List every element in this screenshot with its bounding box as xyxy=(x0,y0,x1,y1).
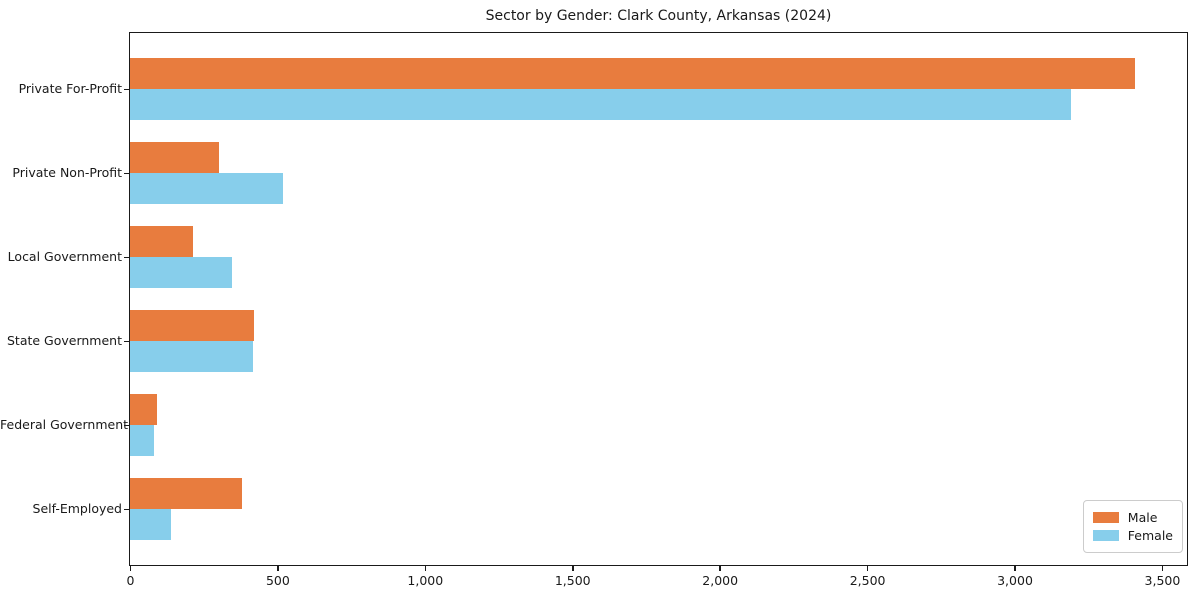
x-tick-label-1500: 1,500 xyxy=(554,572,591,588)
y-tick-label-local-government: Local Government xyxy=(7,249,122,264)
x-tick-mark xyxy=(424,565,427,571)
x-tick-label-1000: 1,000 xyxy=(407,572,444,588)
bar-male-federal-government xyxy=(130,394,157,425)
x-tick-mark xyxy=(719,565,721,571)
legend-swatch-male xyxy=(1092,512,1119,523)
y-tick-mark xyxy=(124,88,129,91)
y-tick-label-private-for-profit: Private For-Profit xyxy=(18,81,122,96)
x-tick-label-500: 500 xyxy=(265,572,290,588)
y-tick-mark xyxy=(124,424,129,427)
x-tick-label-0: 0 xyxy=(126,572,135,588)
bar-male-self-employed xyxy=(130,478,242,509)
bar-male-local-government xyxy=(130,226,194,257)
bar-female-self-employed xyxy=(130,509,172,540)
x-tick-label-3000: 3,000 xyxy=(997,572,1033,588)
x-tick-mark xyxy=(129,565,132,571)
bar-male-private-for-profit xyxy=(130,58,1136,89)
bar-female-private-for-profit xyxy=(130,89,1071,120)
y-tick-label-federal-government: Federal Government xyxy=(0,417,129,432)
x-tick-mark xyxy=(866,565,869,571)
x-tick-label-2000: 2,000 xyxy=(702,572,739,588)
y-tick-mark xyxy=(124,340,129,343)
bar-male-state-government xyxy=(130,310,254,341)
bar-female-state-government xyxy=(130,341,254,372)
legend-swatch-female xyxy=(1092,530,1119,541)
legend-item-male: Male xyxy=(1092,510,1173,525)
legend-label-female: Female xyxy=(1127,528,1173,543)
bar-female-private-non-profit xyxy=(130,173,284,204)
bar-female-federal-government xyxy=(130,425,154,456)
y-tick-mark xyxy=(124,256,129,259)
bar-female-local-government xyxy=(130,257,232,288)
y-tick-label-state-government: State Government xyxy=(6,333,122,348)
chart-title: Sector by Gender: Clark County, Arkansas… xyxy=(485,8,832,24)
legend: Male Female xyxy=(1082,500,1183,553)
y-tick-mark xyxy=(124,508,129,511)
legend-item-female: Female xyxy=(1092,528,1173,543)
legend-label-male: Male xyxy=(1127,510,1158,525)
x-tick-label-3500: 3,500 xyxy=(1144,572,1181,588)
plot-area: Male Female xyxy=(129,32,1188,566)
bar-male-private-non-profit xyxy=(130,142,219,173)
x-tick-mark xyxy=(572,565,574,571)
x-tick-mark xyxy=(1161,565,1164,571)
y-tick-label-self-employed: Self-Employed xyxy=(32,501,122,516)
x-tick-mark xyxy=(1014,565,1016,571)
x-tick-label-2500: 2,500 xyxy=(849,572,886,588)
y-tick-label-private-non-profit: Private Non-Profit xyxy=(12,165,122,180)
y-tick-mark xyxy=(124,172,129,175)
x-tick-mark xyxy=(277,565,279,571)
